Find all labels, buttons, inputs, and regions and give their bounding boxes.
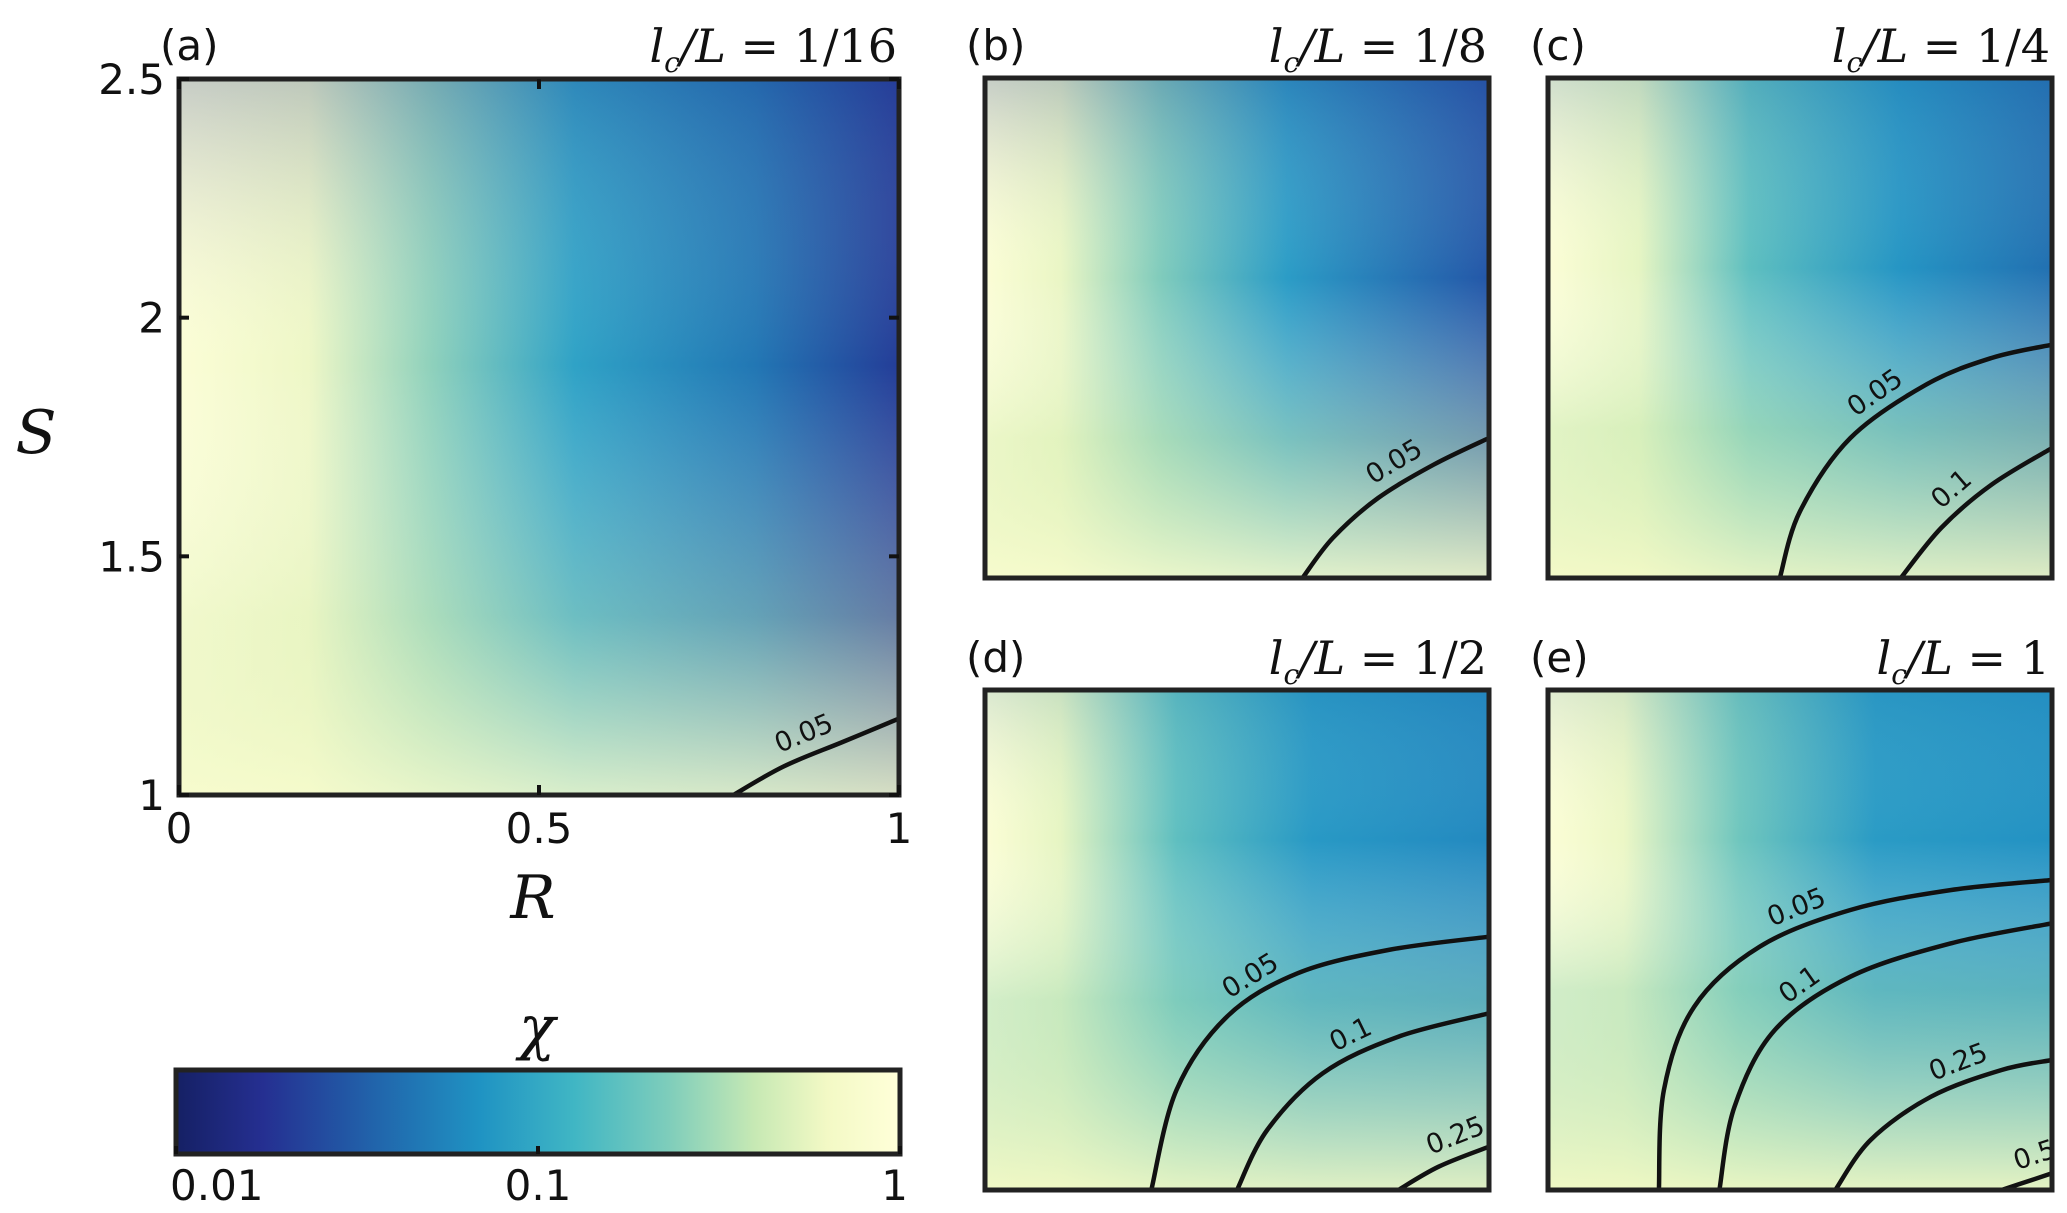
panel-e: 0.050.10.250.5 (e) lc/L = 1 bbox=[1530, 631, 2060, 1193]
contours-e: 0.050.10.250.5 bbox=[1656, 877, 2060, 1193]
heatmap-c-overlay bbox=[1548, 78, 2052, 578]
colorbar-tick-label-0: 0.01 bbox=[170, 1161, 264, 1210]
panel-label-c: (c) bbox=[1530, 21, 1586, 70]
y-tick-label-0: 1 bbox=[138, 771, 165, 820]
panel-c: 0.050.1 (c) lc/L = 1/4 bbox=[1530, 19, 2055, 581]
heatmap-d-overlay bbox=[985, 690, 1489, 1190]
colorbar-tick-label-1: 0.1 bbox=[505, 1161, 572, 1210]
frame-e bbox=[1545, 687, 2055, 1193]
colorbar: χ 0.01 0.1 1 bbox=[170, 993, 908, 1210]
x-tick-label-2: 1 bbox=[886, 804, 913, 853]
contour-line-c-1 bbox=[1898, 445, 2055, 581]
contour-line-e-0 bbox=[1656, 877, 2055, 1193]
contour-line-e-1 bbox=[1717, 921, 2055, 1193]
contour-line-a-0 bbox=[731, 716, 902, 798]
contour-line-b-0 bbox=[1300, 435, 1492, 581]
contour-line-e-2 bbox=[1833, 1057, 2055, 1193]
contour-line-c-0 bbox=[1777, 342, 2055, 581]
colorbar-label: χ bbox=[515, 993, 559, 1063]
colorbar-ticks: 0.01 0.1 1 bbox=[170, 1146, 908, 1210]
contour-line-d-0 bbox=[1149, 934, 1492, 1193]
frame-c bbox=[1545, 75, 2055, 581]
y-tick-label-2: 2 bbox=[138, 294, 165, 343]
panel-b: 0.05 (b) lc/L = 1/8 bbox=[966, 19, 1492, 581]
contour-line-d-2 bbox=[1396, 1144, 1492, 1193]
colorbar-gradient bbox=[176, 1070, 900, 1154]
panel-d: 0.050.10.25 (d) lc/L = 1/2 bbox=[966, 631, 1492, 1193]
x-tick-label-1: 0.5 bbox=[506, 804, 573, 853]
colorbar-tick-label-2: 1 bbox=[881, 1161, 908, 1210]
xlabel-r: R bbox=[509, 863, 555, 933]
frame-d bbox=[982, 687, 1492, 1193]
param-label-d: lc/L = 1/2 bbox=[1269, 631, 1487, 691]
param-label-a: lc/L = 1/16 bbox=[649, 19, 897, 79]
heatmap-b-overlay bbox=[985, 78, 1489, 578]
ticks-a: 0 0.5 1 1 1.5 2 2.5 bbox=[98, 55, 912, 853]
panel-label-e: (e) bbox=[1530, 633, 1589, 682]
panel-label-d: (d) bbox=[966, 633, 1025, 682]
panel-label-a: (a) bbox=[160, 21, 219, 70]
frame-b bbox=[982, 75, 1492, 581]
y-tick-label-1: 1.5 bbox=[98, 532, 165, 581]
heatmap-a-overlay bbox=[179, 79, 899, 795]
param-label-c: lc/L = 1/4 bbox=[1832, 19, 2050, 79]
x-tick-label-0: 0 bbox=[166, 804, 193, 853]
param-label-b: lc/L = 1/8 bbox=[1269, 19, 1487, 79]
param-label-e: lc/L = 1 bbox=[1876, 631, 2050, 691]
y-tick-label-3: 2.5 bbox=[98, 55, 165, 104]
heatmap-e-overlay bbox=[1548, 690, 2052, 1190]
panel-a: 0.05 (a) lc/L = 1/16 0 0.5 111.522.5 R S bbox=[15, 19, 912, 933]
panel-label-b: (b) bbox=[966, 21, 1025, 70]
ylabel-s: S bbox=[15, 398, 56, 468]
contour-line-d-1 bbox=[1234, 1011, 1492, 1193]
